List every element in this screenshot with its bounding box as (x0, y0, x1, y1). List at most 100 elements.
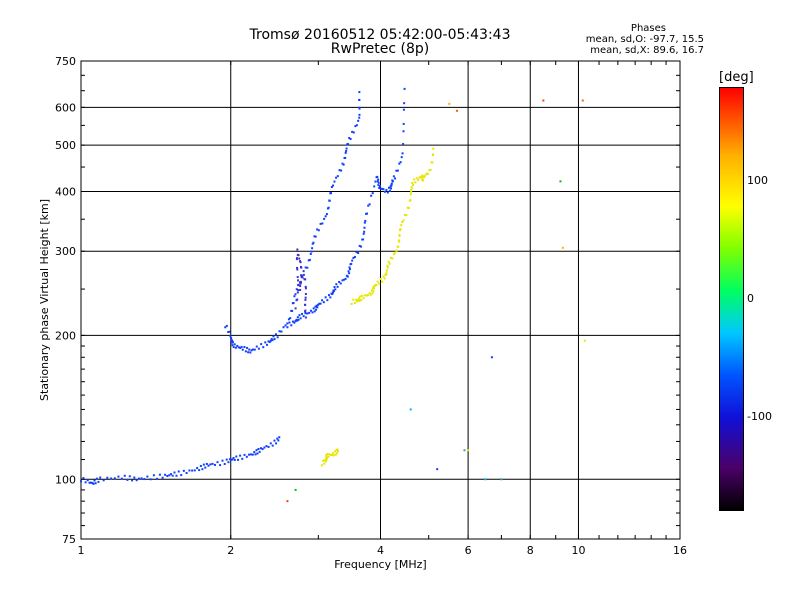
trace-point (304, 285, 307, 288)
trace-point (336, 285, 339, 288)
trace-point (117, 475, 120, 478)
y-tick-label: 200 (55, 329, 76, 342)
x-tick-label: 8 (527, 544, 534, 557)
trace-point (255, 345, 258, 348)
trace-point (372, 290, 375, 293)
trace-point (80, 480, 82, 483)
trace-point (396, 169, 399, 172)
trace-point (409, 199, 412, 202)
trace-point (312, 307, 315, 310)
trace-point (291, 309, 294, 312)
trace-point (292, 302, 295, 305)
trace-point (341, 162, 344, 165)
phases-heading: Phases (630, 23, 666, 34)
trace-point (410, 189, 413, 192)
trace-point (88, 481, 91, 484)
trace-point (237, 346, 240, 349)
trace-point (90, 481, 93, 484)
trace-point (164, 473, 167, 476)
trace-point (334, 453, 337, 456)
trace-point (228, 330, 231, 333)
trace-point (273, 338, 276, 341)
trace-point (198, 469, 201, 472)
trace-point (267, 445, 270, 448)
trace-point (295, 288, 298, 291)
trace-point (418, 176, 421, 179)
trace-point (120, 477, 123, 480)
trace-point (86, 479, 89, 482)
trace-point (280, 330, 283, 333)
trace-point (414, 181, 417, 184)
trace-point (298, 257, 301, 260)
scatter-point (448, 102, 451, 105)
trace-point (402, 143, 405, 146)
trace-point (386, 269, 389, 272)
trace-point (319, 302, 322, 305)
colorbar-tick-label: 100 (747, 174, 768, 188)
trace-point (345, 150, 348, 153)
trace-point (335, 283, 338, 286)
trace-point (351, 259, 354, 262)
trace-point (231, 341, 234, 344)
trace-point (306, 266, 309, 269)
trace-point (358, 299, 361, 302)
trace-point (291, 320, 294, 323)
trace-point (286, 322, 289, 325)
trace-point (239, 346, 242, 349)
trace-point (239, 454, 242, 457)
trace-point (300, 274, 303, 277)
trace-point (269, 442, 272, 445)
trace-point (272, 335, 275, 338)
trace-point (432, 153, 435, 156)
trace-point (336, 175, 339, 178)
phase-stats-o: mean, sd,O: -97.7, 15.5 (585, 34, 704, 45)
trace-point (199, 464, 202, 467)
trace-point (299, 289, 302, 292)
trace-point (390, 183, 393, 186)
trace-point (152, 474, 155, 477)
trace-point (276, 336, 279, 339)
trace-point (358, 106, 361, 109)
trace-point (306, 312, 309, 315)
trace-point (289, 317, 292, 320)
trace-point (320, 464, 323, 467)
scatter-point (484, 478, 487, 481)
trace-point (407, 207, 410, 210)
trace-point (343, 278, 346, 281)
trace-point (173, 471, 176, 474)
trace-point (304, 292, 307, 295)
trace-point (213, 463, 216, 466)
trace-point (371, 192, 374, 195)
trace-point (330, 186, 333, 189)
trace-point (294, 293, 297, 296)
trace-point (284, 324, 287, 327)
trace-point (241, 348, 244, 351)
trace-point (365, 294, 368, 297)
trace-point (350, 262, 353, 265)
trace-point (329, 296, 332, 299)
trace-point (273, 439, 276, 442)
trace-point (232, 346, 235, 349)
scatter-point (490, 356, 493, 359)
trace-point (356, 300, 359, 303)
trace-point (364, 294, 367, 297)
trace-point (263, 446, 266, 449)
trace-point (225, 458, 228, 461)
trace-point (342, 163, 345, 166)
trace-point (296, 291, 299, 294)
trace-point (171, 474, 174, 477)
trace-point (376, 175, 379, 178)
trace-point (431, 161, 434, 164)
trace-point (330, 192, 333, 195)
trace-point (402, 219, 405, 222)
phase-stats-x: mean, sd,X: 89.6, 16.7 (590, 45, 704, 56)
trace-point (230, 458, 233, 461)
trace-point (209, 463, 212, 466)
trace-point (250, 349, 253, 352)
trace-point (357, 298, 360, 301)
trace-point (298, 260, 301, 263)
trace-point (307, 259, 310, 262)
trace-point (339, 282, 342, 285)
trace-point (277, 439, 280, 442)
trace-point (386, 266, 389, 269)
